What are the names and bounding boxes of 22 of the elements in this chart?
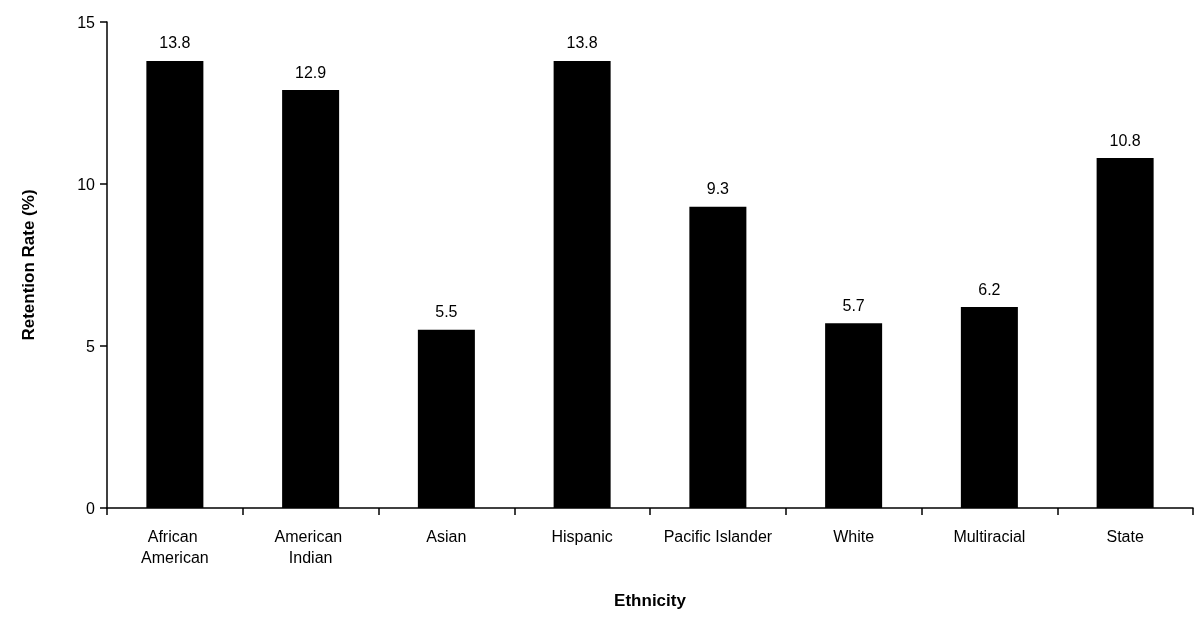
x-tick-label: American Indian <box>274 528 347 566</box>
x-tick-label: Pacific Islander <box>663 528 773 545</box>
x-tick-label: Multiracial <box>953 528 1026 545</box>
y-tick-label: 0 <box>86 499 96 517</box>
x-tick-label: White <box>833 528 875 545</box>
x-axis-title: Ethnicity <box>614 591 687 610</box>
y-tick-label: 15 <box>77 13 96 31</box>
x-tick-label: Asian <box>426 528 467 545</box>
data-label: 5.7 <box>842 296 865 314</box>
data-label: 6.2 <box>978 280 1001 298</box>
data-label: 13.8 <box>566 34 598 52</box>
y-tick-label: 10 <box>77 175 96 193</box>
y-tick-label: 5 <box>86 337 96 355</box>
y-axis-title: Retention Rate (%) <box>19 189 38 341</box>
x-tick-label: African American <box>141 528 209 566</box>
data-label: 5.5 <box>435 303 458 321</box>
data-label: 13.8 <box>159 34 191 52</box>
x-tick-label: State <box>1106 528 1144 545</box>
data-label: 12.9 <box>295 63 327 81</box>
x-tick-label: Hispanic <box>551 528 613 545</box>
data-label: 9.3 <box>706 180 730 198</box>
data-label: 10.8 <box>1109 131 1141 149</box>
